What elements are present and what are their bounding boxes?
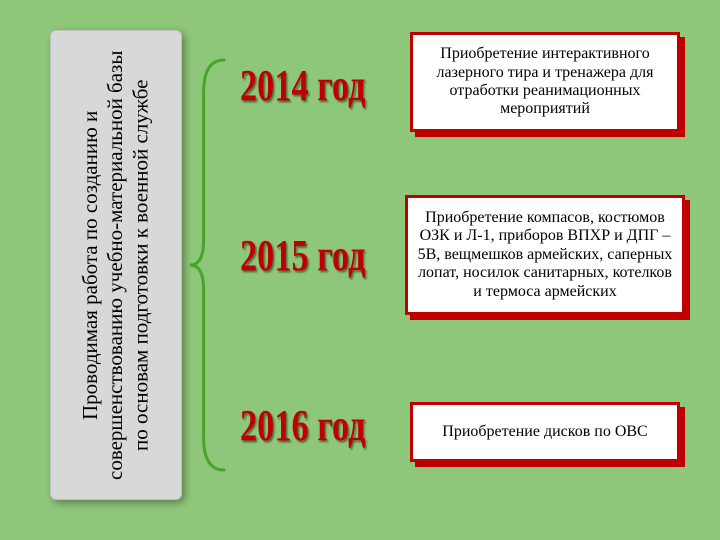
year-label-0: 2014 год <box>240 60 365 111</box>
sidebar-title: Проводимая работа по созданию и совершен… <box>78 41 154 489</box>
desc-box-text-2: Приобретение дисков по ОВС <box>442 423 647 441</box>
year-label-1: 2015 год <box>240 230 365 281</box>
sidebar-panel: Проводимая работа по созданию и совершен… <box>50 30 182 500</box>
desc-box-2: Приобретение дисков по ОВС <box>410 402 680 462</box>
stage: Проводимая работа по созданию и совершен… <box>0 0 720 540</box>
bracket <box>190 60 224 470</box>
year-label-2: 2016 год <box>240 400 365 451</box>
desc-box-1: Приобретение компасов, костюмов ОЗК и Л-… <box>405 195 685 315</box>
desc-box-text-0: Приобретение интерактивного лазерного ти… <box>421 45 669 119</box>
desc-box-text-1: Приобретение компасов, костюмов ОЗК и Л-… <box>416 209 674 301</box>
desc-box-0: Приобретение интерактивного лазерного ти… <box>410 32 680 132</box>
